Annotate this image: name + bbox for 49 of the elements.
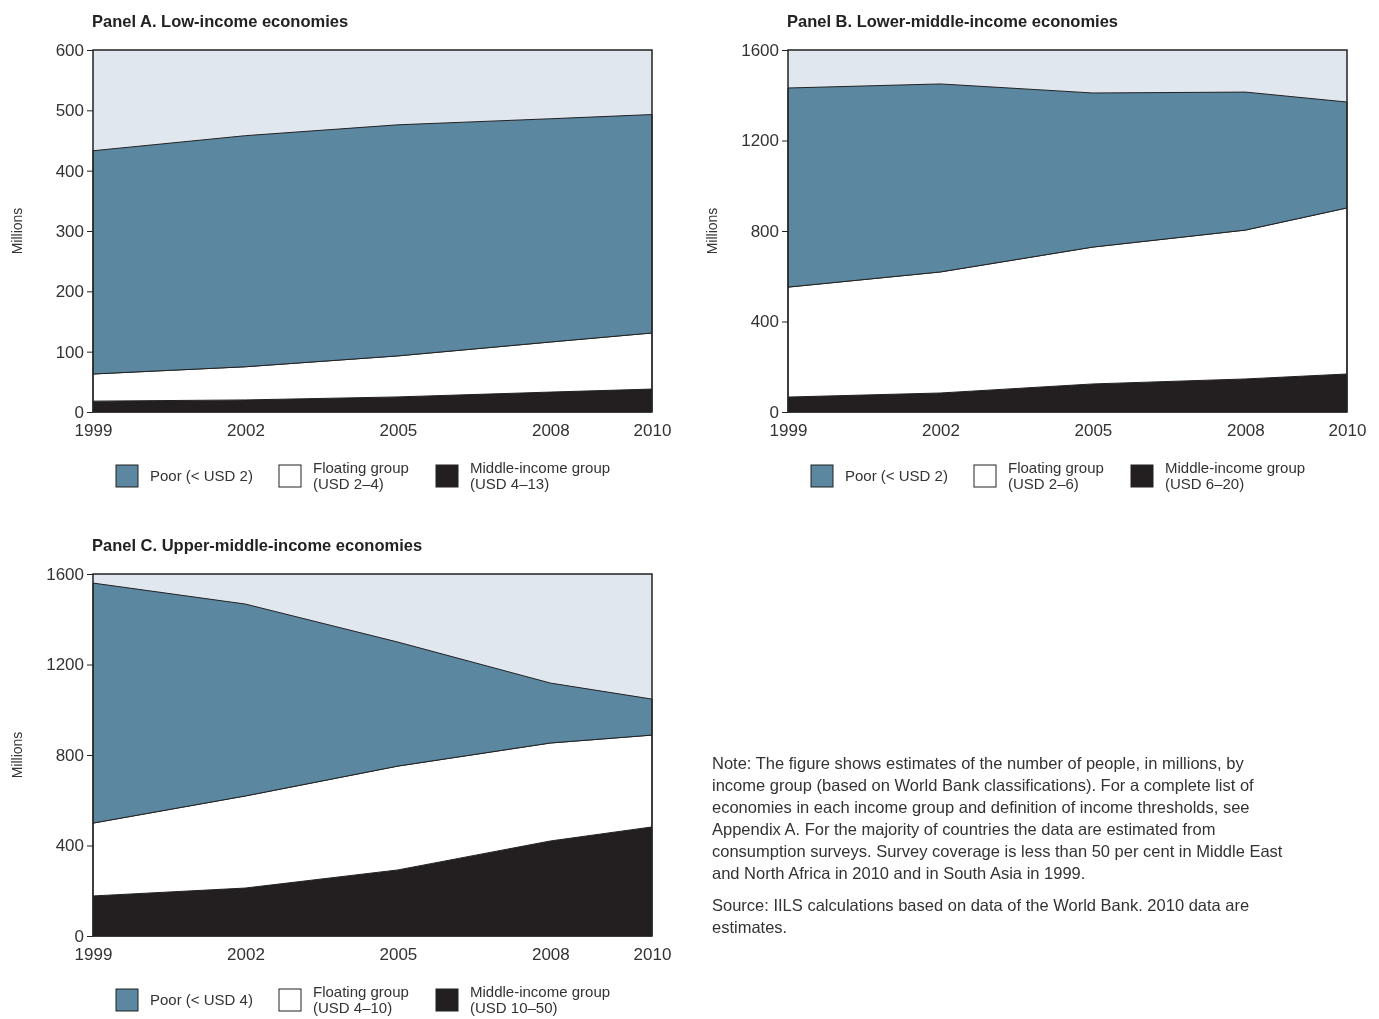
- x-tick-label: 2005: [379, 421, 418, 441]
- y-tick-label: 0: [74, 926, 84, 946]
- y-axis-title: Millions: [9, 731, 25, 779]
- y-tick-label: 100: [55, 342, 84, 362]
- x-tick-label: 2008: [1226, 421, 1265, 441]
- y-tick-label: 400: [55, 161, 84, 181]
- x-tick-label: 1999: [769, 421, 808, 441]
- y-tick-label: 400: [55, 836, 84, 856]
- x-tick-label: 2008: [531, 945, 570, 965]
- y-axis-title: Millions: [9, 207, 25, 255]
- y-tick-label: 0: [769, 402, 779, 422]
- y-tick-label: 400: [750, 312, 779, 332]
- y-tick-label: 500: [55, 101, 84, 121]
- y-tick-label: 0: [74, 402, 84, 422]
- y-tick-label: 800: [750, 221, 779, 241]
- legend-label: Floating group (USD 2–4): [313, 459, 409, 492]
- y-tick-label: 1200: [46, 655, 84, 675]
- y-tick-label: 300: [55, 221, 84, 241]
- x-tick-label: 2010: [633, 421, 672, 441]
- y-tick-label: 600: [55, 40, 84, 60]
- x-tick-label: 1999: [74, 945, 113, 965]
- source-note: Source: IILS calculations based on data of the World Bank. 2010 data are estimates.: [712, 895, 1251, 938]
- legend-label: Floating group (USD 4–10): [313, 983, 409, 1016]
- x-tick-label: 2005: [379, 945, 418, 965]
- chart-title: Panel B. Lower-middle-income economies: [787, 12, 1118, 30]
- x-tick-label: 2008: [531, 421, 570, 441]
- y-tick-label: 200: [55, 282, 84, 302]
- y-tick-label: 1600: [741, 40, 779, 60]
- x-tick-label: 1999: [74, 421, 113, 441]
- legend-label: Middle-income group (USD 6–20): [1165, 459, 1306, 492]
- legend-label: Poor (< USD 2): [150, 467, 253, 484]
- y-tick-label: 1600: [46, 564, 84, 584]
- x-tick-label: 2010: [1328, 421, 1367, 441]
- legend-label: Middle-income group (USD 4–13): [470, 459, 611, 492]
- legend-label: Poor (< USD 2): [845, 467, 948, 484]
- legend-label: Floating group (USD 2–6): [1008, 459, 1104, 492]
- x-tick-label: 2002: [227, 945, 265, 965]
- x-tick-label: 2002: [227, 421, 265, 441]
- chart-title: Panel A. Low-income economies: [92, 12, 349, 30]
- x-tick-label: 2002: [922, 421, 960, 441]
- chart-title: Panel C. Upper-middle-income economies: [92, 536, 423, 554]
- y-tick-label: 800: [55, 745, 84, 765]
- y-tick-label: 1200: [741, 131, 779, 151]
- x-tick-label: 2005: [1074, 421, 1113, 441]
- text: Note: The figure shows estimates of the number of people, in millions, by income group (based on World Bank classifications). For a complete list of economies in each income group and definition of income thresholds, see Appendix A. For the majority of countries the data are estimated from consumption surveys. Survey coverage is less than 50 per cent in Middle East and North Africa in 2010 and in South Asia in 1999.: [712, 753, 1284, 884]
- legend-label: Middle-income group (USD 10–50): [470, 983, 611, 1016]
- legend-label: Poor (< USD 4): [150, 991, 253, 1008]
- x-tick-label: 2010: [633, 945, 672, 965]
- y-axis-title: Millions: [704, 207, 720, 255]
